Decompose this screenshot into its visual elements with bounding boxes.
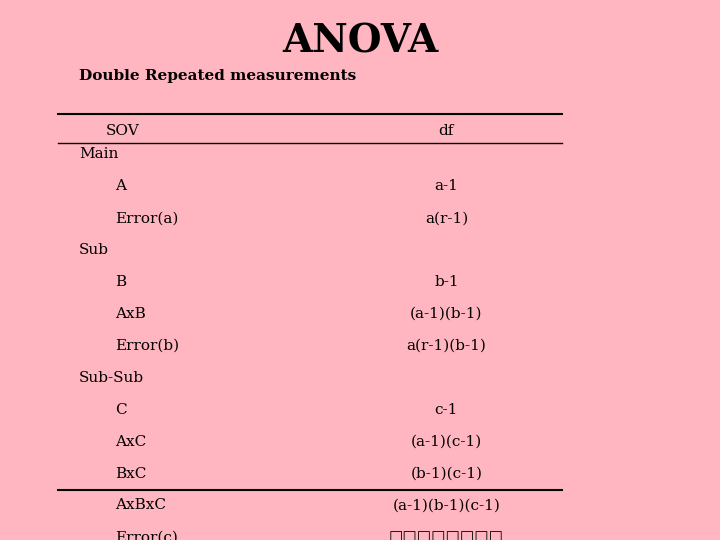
Text: ANOVA: ANOVA [282,22,438,60]
Text: C: C [115,403,127,417]
Text: (a-1)(b-1)(c-1): (a-1)(b-1)(c-1) [392,498,500,512]
Text: Error(a): Error(a) [115,211,179,225]
Text: Main: Main [79,147,119,161]
Text: (b-1)(c-1): (b-1)(c-1) [410,467,482,481]
Text: df: df [438,124,454,138]
Text: (a-1)(c-1): (a-1)(c-1) [411,435,482,449]
Text: SOV: SOV [106,124,139,138]
Text: a(r-1): a(r-1) [425,211,468,225]
Text: Sub: Sub [79,243,109,257]
Text: a-1: a-1 [434,179,459,193]
Text: B: B [115,275,126,289]
Text: (a-1)(b-1): (a-1)(b-1) [410,307,482,321]
Text: AxBxC: AxBxC [115,498,166,512]
Text: c-1: c-1 [435,403,458,417]
Text: Error(b): Error(b) [115,339,179,353]
Text: AxC: AxC [115,435,146,449]
Text: AxB: AxB [115,307,146,321]
Text: BxC: BxC [115,467,147,481]
Text: A: A [115,179,126,193]
Text: □□□□□□□□: □□□□□□□□ [389,530,504,540]
Text: Double Repeated measurements: Double Repeated measurements [79,69,356,83]
Text: Sub-Sub: Sub-Sub [79,371,144,385]
Text: b-1: b-1 [434,275,459,289]
Text: Error(c): Error(c) [115,530,178,540]
Text: a(r-1)(b-1): a(r-1)(b-1) [407,339,486,353]
